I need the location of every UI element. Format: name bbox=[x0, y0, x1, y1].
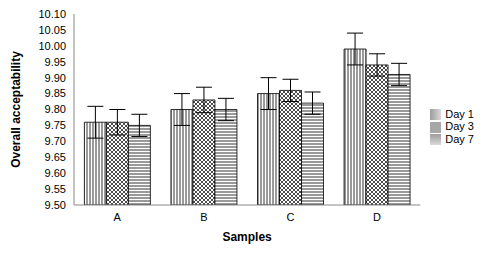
svg-text:10.00: 10.00 bbox=[38, 40, 66, 52]
svg-text:9.85: 9.85 bbox=[45, 87, 66, 99]
svg-text:9.60: 9.60 bbox=[45, 167, 66, 179]
svg-text:9.90: 9.90 bbox=[45, 72, 66, 84]
svg-text:Overall acceptability: Overall acceptability bbox=[9, 51, 23, 168]
svg-text:9.95: 9.95 bbox=[45, 56, 66, 68]
html-text:Day 7: Day 7 bbox=[445, 132, 474, 145]
svg-text:9.55: 9.55 bbox=[45, 183, 66, 195]
svg-text:A: A bbox=[114, 211, 122, 223]
svg-text:B: B bbox=[200, 211, 207, 223]
svg-text:D: D bbox=[373, 211, 381, 223]
svg-text:9.80: 9.80 bbox=[45, 103, 66, 115]
svg-text:9.70: 9.70 bbox=[45, 135, 66, 147]
svg-text:9.65: 9.65 bbox=[45, 151, 66, 163]
html-text:Day 1: Day 1 bbox=[445, 107, 474, 120]
html-text:Day 3: Day 3 bbox=[445, 120, 474, 133]
svg-text:9.75: 9.75 bbox=[45, 119, 66, 131]
svg-text:9.50: 9.50 bbox=[45, 199, 66, 211]
svg-text:10.05: 10.05 bbox=[38, 24, 66, 36]
svg-text:C: C bbox=[286, 211, 294, 223]
svg-text:10.10: 10.10 bbox=[38, 8, 66, 20]
svg-text:Samples: Samples bbox=[222, 230, 272, 244]
